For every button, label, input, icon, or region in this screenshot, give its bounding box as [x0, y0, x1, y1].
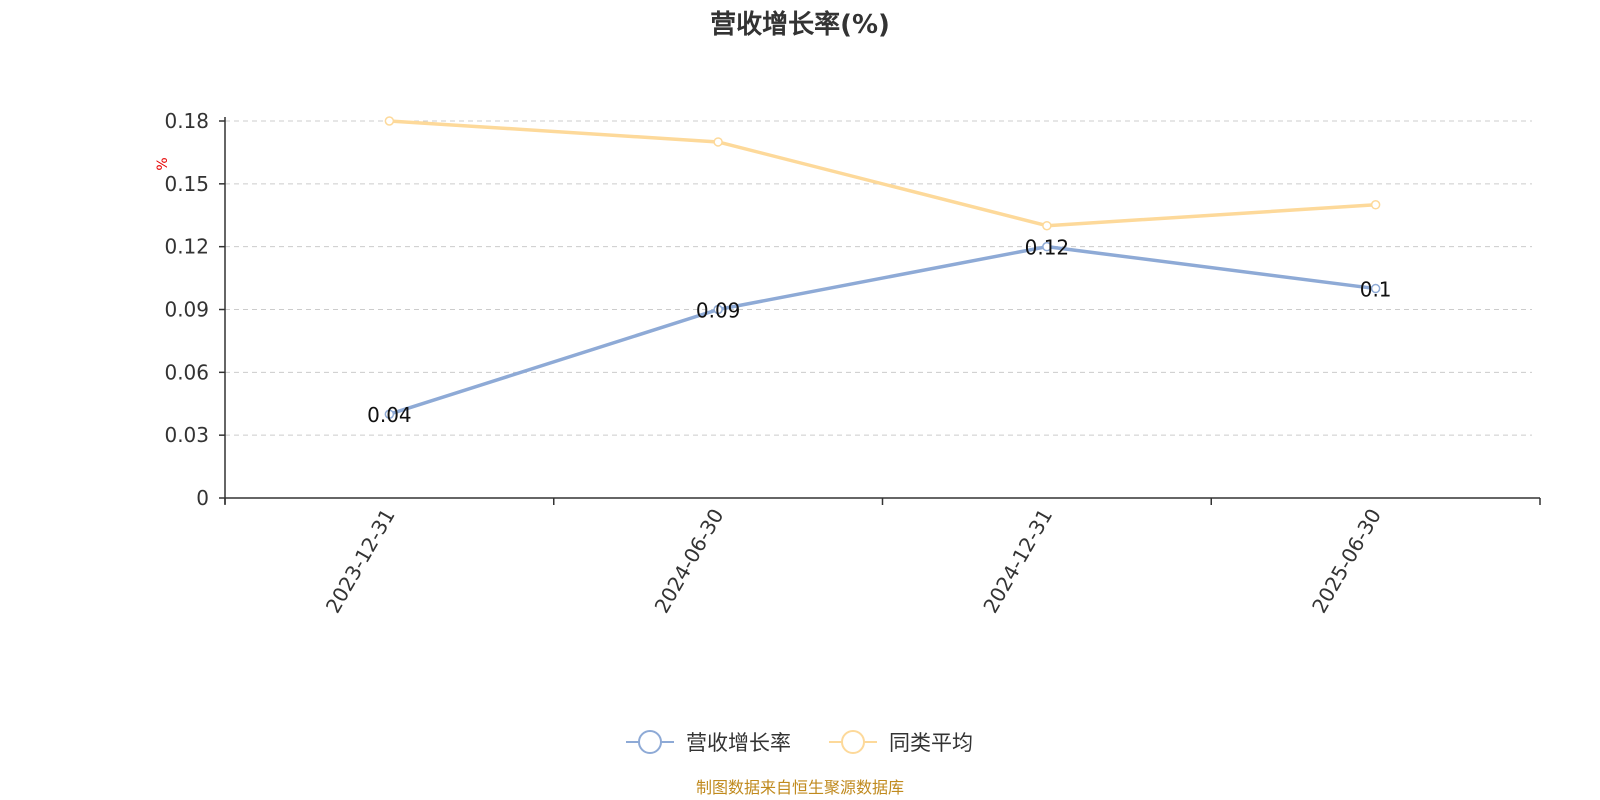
axes: 0 0.03 0.06 0.09 0.12 0.15 0.18 2023-12-31 2024-…	[164, 109, 1541, 618]
data-point	[1042, 241, 1052, 252]
x-tick-label: 2024-12-31	[978, 505, 1057, 618]
data-point	[384, 409, 395, 419]
source-note: 制图数据来自恒生聚源数据库	[696, 778, 904, 797]
y-tick-label: 0.09	[164, 298, 209, 322]
chart-title: 营收增长率(%)	[710, 9, 890, 40]
y-tick-label: 0.03	[164, 423, 209, 447]
legend-item: 营收增长率	[626, 730, 791, 755]
grid	[225, 120, 1532, 436]
data-label: 0.12	[1025, 236, 1070, 260]
series	[384, 116, 1381, 419]
legend-label: 同类平均	[889, 731, 973, 755]
y-axis-unit: %	[155, 157, 171, 170]
data-label: 0.04	[367, 403, 412, 427]
x-tick-label: 2023-12-31	[321, 505, 400, 618]
legend-swatch-circle	[841, 730, 865, 754]
data-point	[713, 137, 723, 147]
y-tick-label: 0	[196, 486, 209, 510]
data-point	[1370, 200, 1381, 210]
y-tick-label: 0.12	[164, 235, 209, 259]
series-line	[388, 244, 1376, 416]
x-tick-label: 2024-06-30	[650, 505, 729, 618]
series-line	[389, 119, 1376, 228]
legend-label: 营收增长率	[686, 731, 791, 755]
data-labels: 0.04 0.09 0.12 0.1	[367, 236, 1391, 428]
data-label: 0.09	[696, 299, 741, 323]
data-point	[713, 304, 723, 315]
data-point	[384, 116, 395, 126]
data-label: 0.1	[1360, 278, 1392, 302]
legend: 营收增长率 同类平均	[626, 730, 973, 755]
x-tick-label: 2025-06-30	[1307, 505, 1386, 618]
legend-item: 同类平均	[829, 730, 973, 755]
y-tick-label: 0.06	[164, 360, 209, 384]
data-point	[1370, 283, 1381, 294]
y-tick-label: 0.15	[164, 172, 209, 196]
legend-swatch-circle	[638, 730, 662, 754]
y-tick-label: 0.18	[164, 109, 209, 133]
data-point	[1042, 220, 1052, 231]
